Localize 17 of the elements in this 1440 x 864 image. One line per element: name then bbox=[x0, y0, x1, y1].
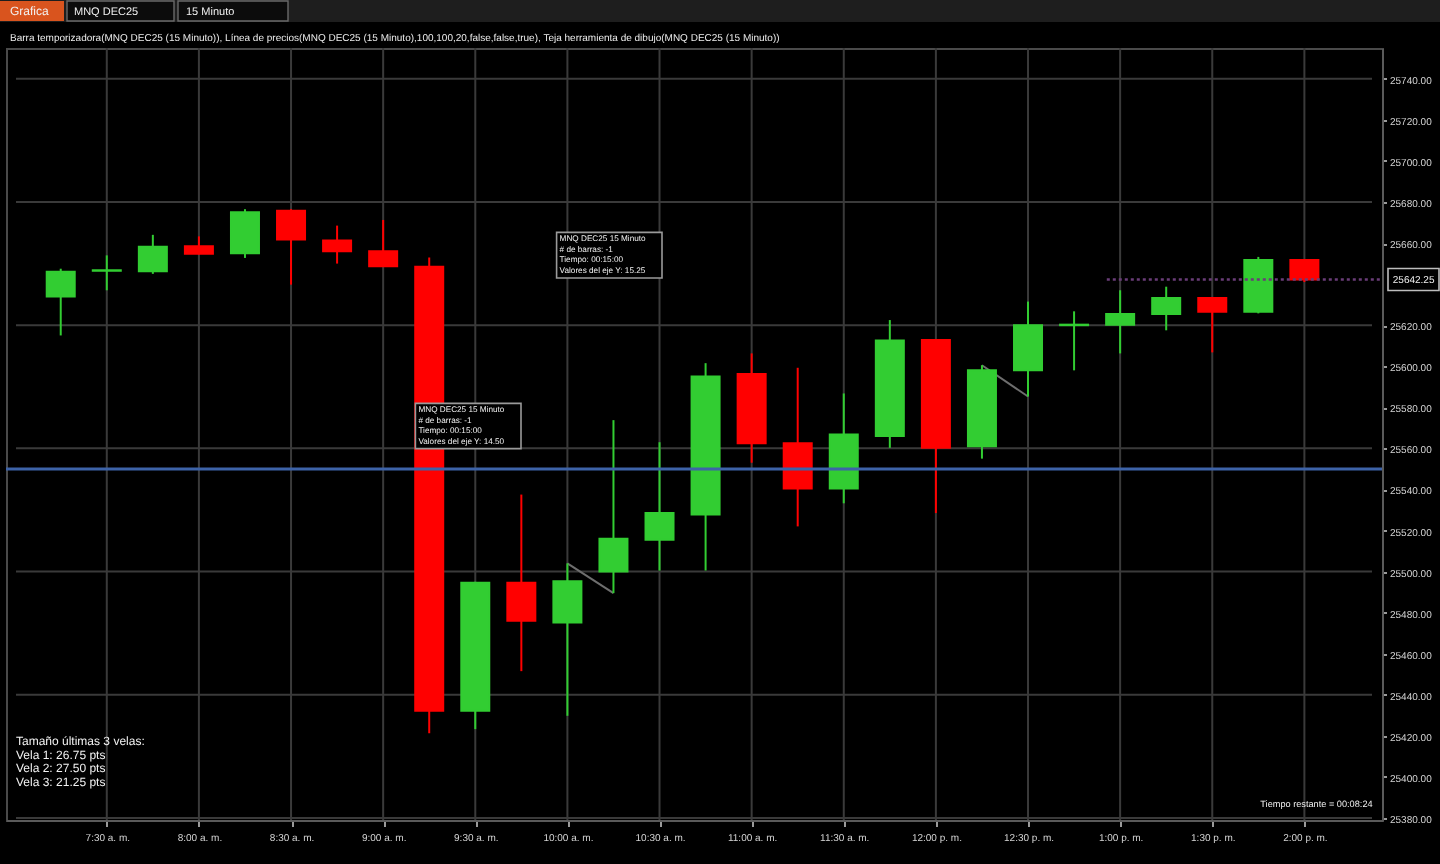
candlestick bbox=[91, 254, 122, 292]
candlestick bbox=[45, 267, 76, 337]
candlestick bbox=[506, 493, 537, 673]
candlestick bbox=[1105, 289, 1136, 355]
candlestick bbox=[644, 441, 675, 572]
candlestick bbox=[1289, 258, 1320, 284]
candlestick bbox=[368, 218, 399, 268]
candlestick bbox=[1197, 296, 1228, 354]
candlestick bbox=[276, 208, 307, 286]
candlestick bbox=[1013, 300, 1044, 398]
candlestick bbox=[552, 562, 583, 717]
candlestick bbox=[229, 208, 260, 259]
candlestick bbox=[1151, 285, 1182, 332]
candlestick bbox=[782, 366, 813, 528]
candlestick bbox=[598, 419, 629, 595]
candlestick bbox=[137, 233, 168, 275]
candlestick bbox=[322, 224, 353, 265]
